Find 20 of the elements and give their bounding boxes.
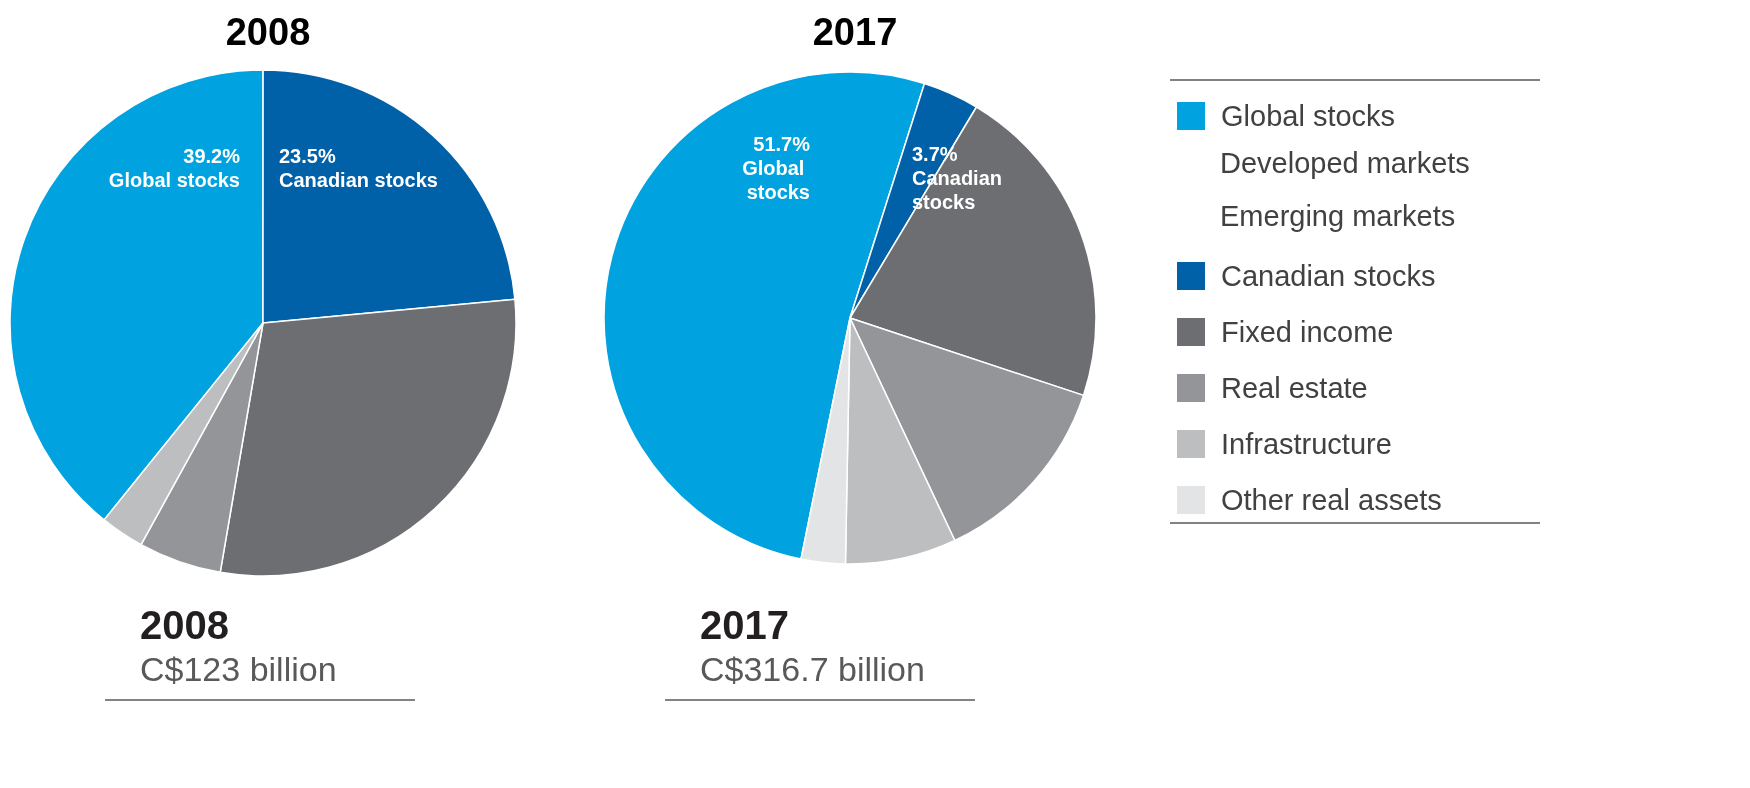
legend-label: Other real assets <box>1221 484 1442 516</box>
text: Emerging markets <box>1220 199 1456 232</box>
chart-title: 2017 <box>812 11 898 53</box>
text: Developed markets <box>1220 146 1470 179</box>
slice-label: Global stocks <box>108 169 240 191</box>
text: C$123 billion <box>140 650 337 688</box>
data-label: 23.5% <box>279 145 336 167</box>
slice-label: Canadian stocks <box>279 169 438 191</box>
slice-label: Global stocks <box>742 157 810 203</box>
text: 2017 <box>700 603 789 647</box>
legend-label: Canadian stocks <box>1221 260 1436 292</box>
legend-label: Real estate <box>1221 372 1368 404</box>
data-label: 39.2% <box>183 145 241 167</box>
text: 2008 <box>140 603 229 647</box>
legend-label: Infrastructure <box>1221 428 1392 460</box>
legend-label: Fixed income <box>1221 316 1394 348</box>
legend-label: Global stocks <box>1221 100 1396 132</box>
chart-title: 2008 <box>225 11 311 53</box>
data-label: 51.7% <box>753 133 811 155</box>
text: C$316.7 billion <box>700 650 925 688</box>
